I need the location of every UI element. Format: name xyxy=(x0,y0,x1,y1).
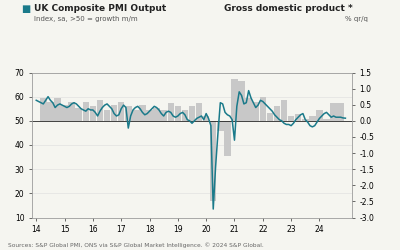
Bar xyxy=(288,116,294,121)
Bar xyxy=(196,103,202,121)
Bar xyxy=(302,119,308,121)
Bar xyxy=(323,119,330,121)
Bar xyxy=(338,103,344,121)
Bar xyxy=(274,106,280,121)
Text: UK Composite PMI Output: UK Composite PMI Output xyxy=(34,4,166,13)
Bar xyxy=(252,102,259,121)
Bar xyxy=(281,100,287,121)
Bar xyxy=(231,79,238,121)
Bar xyxy=(90,106,96,121)
Text: Gross domestic product *: Gross domestic product * xyxy=(224,4,353,13)
Bar xyxy=(146,110,153,121)
Bar xyxy=(54,98,61,121)
Bar xyxy=(47,102,54,121)
Bar xyxy=(238,80,245,121)
Bar xyxy=(174,106,181,121)
Text: Sources: S&P Global PMI, ONS via S&P Global Market Intelligence. © 2024 S&P Glob: Sources: S&P Global PMI, ONS via S&P Glo… xyxy=(8,242,264,248)
Bar xyxy=(295,114,302,121)
Bar xyxy=(217,121,224,130)
Text: Index, sa, >50 = growth m/m: Index, sa, >50 = growth m/m xyxy=(34,16,138,22)
Bar xyxy=(309,116,316,121)
Text: % qr/q: % qr/q xyxy=(345,16,368,22)
Bar xyxy=(139,105,146,121)
Bar xyxy=(125,106,132,121)
Text: ■: ■ xyxy=(22,4,34,14)
Bar xyxy=(153,108,160,121)
Bar xyxy=(182,110,188,121)
Bar xyxy=(111,105,117,121)
Bar xyxy=(316,110,323,121)
Bar xyxy=(160,110,167,121)
Bar xyxy=(40,98,46,121)
Bar xyxy=(97,100,103,121)
Bar xyxy=(330,103,337,121)
Bar xyxy=(189,106,195,121)
Bar xyxy=(118,102,124,121)
Bar xyxy=(68,102,75,121)
Bar xyxy=(104,110,110,121)
Bar xyxy=(82,102,89,121)
Bar xyxy=(203,116,210,121)
Bar xyxy=(132,110,139,121)
Bar xyxy=(245,98,252,121)
Bar xyxy=(76,108,82,121)
Bar xyxy=(260,97,266,121)
Bar xyxy=(224,121,231,156)
Bar xyxy=(61,105,68,121)
Bar xyxy=(267,113,273,121)
Bar xyxy=(168,103,174,121)
Bar xyxy=(210,121,216,202)
